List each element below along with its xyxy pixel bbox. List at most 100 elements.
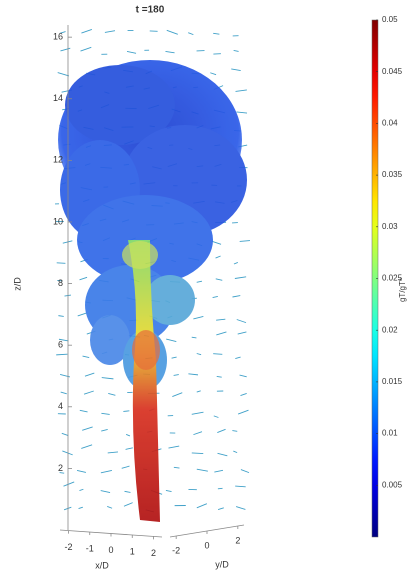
vector <box>77 312 87 317</box>
vector <box>239 374 247 378</box>
vector <box>61 432 69 436</box>
vector <box>80 46 92 52</box>
vector <box>100 490 111 493</box>
vector <box>123 410 130 412</box>
z-tick-label: 16 <box>53 32 63 42</box>
vector <box>57 72 70 77</box>
vector <box>196 390 201 393</box>
colorbar-label: gT/gT* <box>398 278 407 302</box>
vector <box>216 331 227 336</box>
colorbar-tick-label: 0.05 <box>382 15 398 24</box>
vector <box>217 428 226 434</box>
vector <box>58 338 69 342</box>
z-tick-label: 8 <box>58 278 63 288</box>
vector <box>233 49 239 52</box>
vector <box>84 372 95 377</box>
vector <box>193 431 203 436</box>
vector <box>215 255 221 259</box>
vector <box>236 111 248 114</box>
x-tick-label: 0 <box>108 545 113 555</box>
x-tick-label: -1 <box>86 543 94 553</box>
vector <box>166 338 177 343</box>
vector <box>232 295 241 298</box>
vector <box>108 392 116 396</box>
vector <box>196 468 208 472</box>
vector <box>166 29 178 35</box>
colorbar-tick-label: 0.02 <box>382 325 398 334</box>
vector <box>126 50 137 54</box>
vector <box>211 240 222 245</box>
vector <box>232 430 238 432</box>
colorbar-tick-label: 0.005 <box>382 480 403 489</box>
vector <box>62 450 73 456</box>
vector <box>235 506 246 510</box>
vector <box>107 506 113 509</box>
z-tick-label: 4 <box>58 401 63 411</box>
vector <box>62 240 73 244</box>
colorbar-tick-label: 0.025 <box>382 274 403 283</box>
vector <box>191 336 197 339</box>
vector <box>233 450 238 454</box>
vector <box>165 51 175 54</box>
colorbar-tick-label: 0.01 <box>382 429 398 438</box>
y-tick-label: 0 <box>204 540 209 550</box>
vector <box>217 487 223 490</box>
vector <box>63 481 75 487</box>
vector <box>58 315 64 317</box>
vector <box>171 356 177 359</box>
y-axis-label: y/D <box>215 559 229 569</box>
x-tick-label: 2 <box>151 548 156 558</box>
vector <box>196 353 202 356</box>
vector <box>125 447 133 450</box>
vector <box>217 507 224 510</box>
vector <box>124 490 131 493</box>
vector <box>191 411 204 415</box>
vector <box>235 485 246 488</box>
vector <box>216 318 226 321</box>
vector <box>107 451 119 454</box>
vector <box>83 390 94 395</box>
vector <box>191 452 204 455</box>
z-tick-label: 14 <box>53 93 63 103</box>
vector <box>236 319 247 324</box>
vector <box>188 373 199 376</box>
colorbar-tick-label: 0.03 <box>382 222 398 231</box>
vector <box>101 429 108 432</box>
vector <box>237 409 249 415</box>
y-tick-label: -2 <box>172 545 180 555</box>
vector <box>59 374 71 378</box>
vector <box>216 375 222 378</box>
vector <box>59 472 65 474</box>
vector <box>60 47 71 52</box>
vector <box>233 261 238 265</box>
vector <box>79 488 84 491</box>
colorbar-tick-label: 0.035 <box>382 170 403 179</box>
vector <box>214 469 224 473</box>
x-tick-label: 1 <box>130 546 135 556</box>
vector <box>240 393 247 396</box>
vector <box>56 262 66 264</box>
vector <box>81 28 92 34</box>
y-tick-label: 2 <box>235 535 240 545</box>
vector <box>165 490 172 493</box>
vector <box>235 356 241 359</box>
x-tick-label: -2 <box>64 542 72 552</box>
colorbar-tick-label: 0.015 <box>382 377 403 386</box>
z-tick-label: 2 <box>58 463 63 473</box>
vector <box>78 506 83 510</box>
vector <box>79 276 88 281</box>
vector <box>56 353 68 356</box>
vector <box>121 465 130 469</box>
vector <box>59 31 66 34</box>
z-tick-label: 6 <box>58 340 63 350</box>
z-axis-label: z/D <box>12 277 22 291</box>
vector <box>235 89 247 92</box>
plume <box>58 60 247 522</box>
vector <box>101 412 110 415</box>
colorbar-tick-label: 0.045 <box>382 67 403 76</box>
vector <box>239 240 250 242</box>
vector <box>188 32 194 36</box>
vector <box>231 68 241 71</box>
vector <box>82 426 93 431</box>
vector <box>81 444 93 449</box>
